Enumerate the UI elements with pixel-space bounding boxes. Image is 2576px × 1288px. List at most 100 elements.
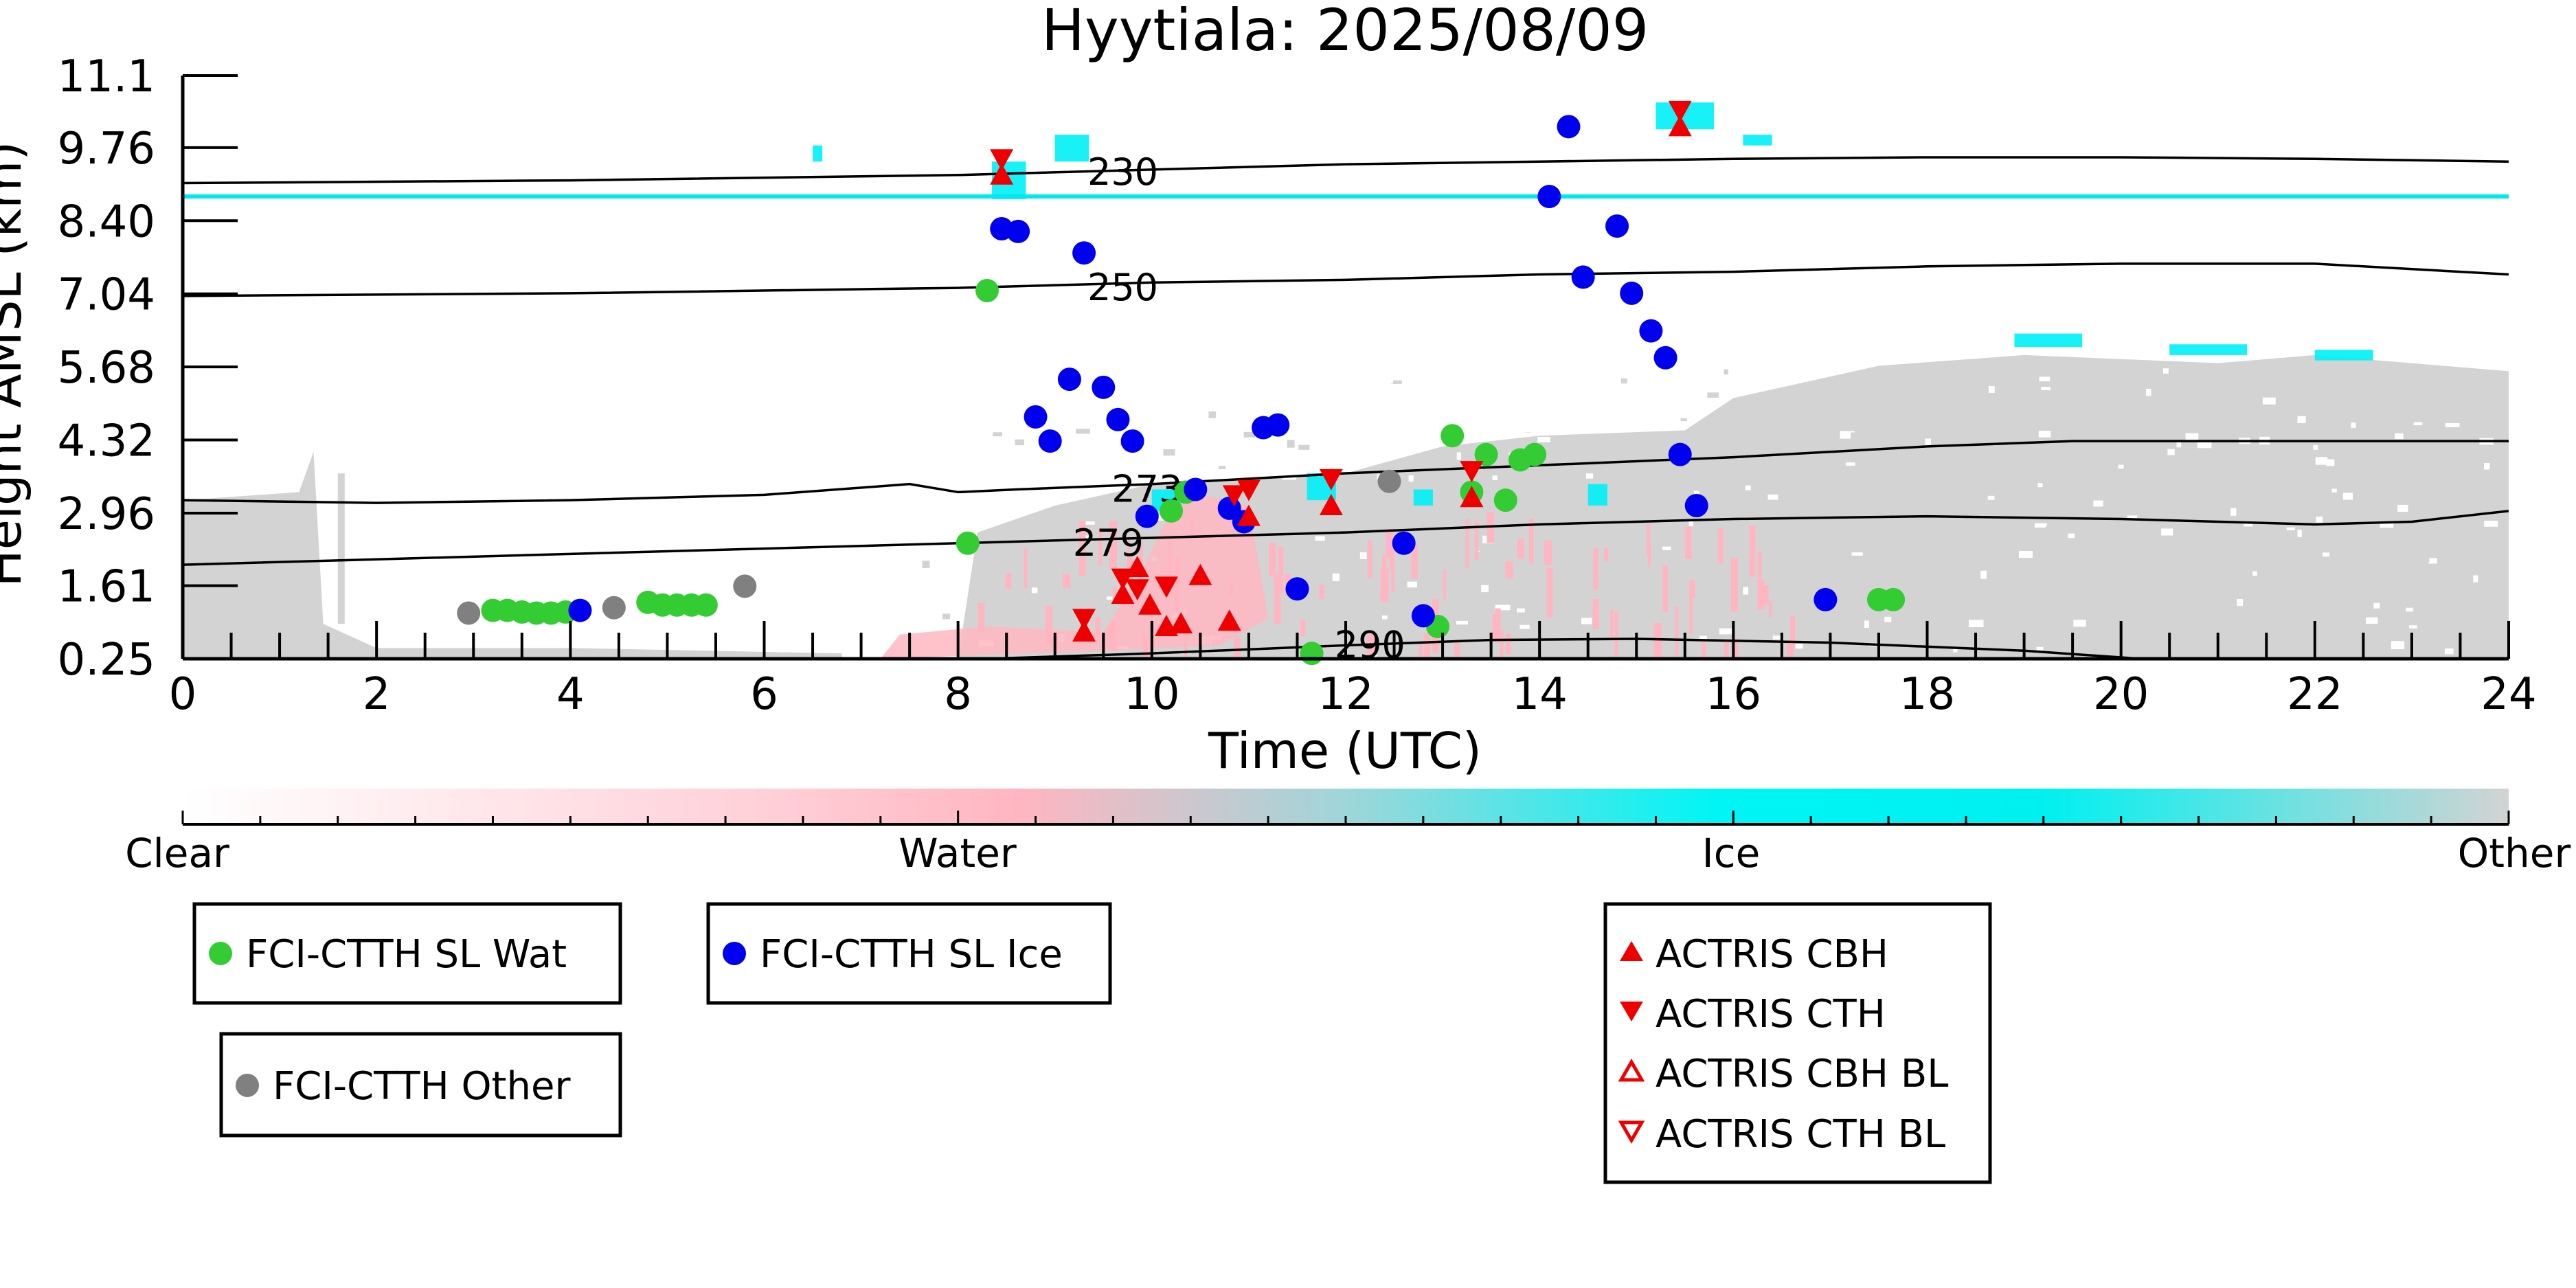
curtain-pink-streak [1366,634,1375,659]
curtain-speckle [1976,549,1987,556]
curtain-pink-streak [1593,547,1598,590]
point-fci-ctth-sl-ice [1411,604,1435,628]
curtain-speckle [1368,428,1380,431]
curtain-speckle [2326,459,2335,466]
curtain-speckle [1405,631,1411,637]
curtain-speckle [2046,526,2053,530]
point-actris-cbh [990,163,1014,185]
curtain-speckle [1767,494,1782,500]
curtain-speckle [2118,464,2124,469]
curtain-speckle [2307,528,2313,532]
curtain-speckle [2428,558,2437,564]
curtain-speckle [2323,552,2330,557]
curtain-cyan-ice [1588,484,1607,506]
curtain-speckle [2391,641,2405,650]
curtain-speckle [1694,490,1699,495]
curtain-speckle [1287,440,1295,448]
curtain-pink-streak [1790,615,1796,648]
curtain-pink-streak [1229,582,1234,596]
curtain-speckle [2272,506,2285,512]
curtain-speckle [2143,374,2155,381]
curtain-speckle [2277,420,2283,424]
curtain-speckle [1840,431,1855,439]
curtain-pink-streak [1367,540,1372,579]
curtain-pink-water [880,489,1269,659]
curtain-speckle [964,509,974,515]
colorbar-label-clear: Clear [125,830,229,877]
curtain-speckle [1444,385,1454,394]
curtain-cyan-ice [2314,350,2373,361]
x-tick-label: 12 [1318,669,1373,720]
curtain-pink-streak [1675,606,1679,657]
curtain-speckle [2058,537,2072,545]
point-actris-cth [1319,468,1343,490]
curtain-speckle [2351,422,2356,428]
curtain-speckle [2354,497,2368,502]
point-fci-ctth-sl-ice [1285,577,1309,601]
curtain-speckle [2163,368,2169,374]
point-fci-ctth-sl-ice [1814,587,1838,611]
curtain-speckle [2197,440,2212,449]
curtain-pink-streak [1268,543,1276,577]
curtain-speckle [1208,411,1217,418]
curtain-pink-streak [1419,642,1423,659]
curtain-speckle [2271,500,2281,505]
curtain-speckle [1287,495,1295,499]
curtain-pink-streak [1614,611,1618,657]
curtain-speckle [1988,385,1995,393]
point-actris-cbh [1138,593,1162,615]
curtain-pink-streak [1062,574,1071,588]
curtain-speckle [1043,479,1057,487]
y-tick-label: 1.61 [58,562,156,613]
curtain-speckle [1987,495,1995,500]
curtain-cyan-ice [813,145,823,162]
curtain-speckle [1581,562,1593,568]
curtain-speckle [1267,617,1275,625]
curtain-speckle [1864,510,1871,515]
curtain-speckle [1359,552,1367,560]
curtain-pink-streak [1730,557,1739,612]
curtain-pink-streak [1005,573,1012,589]
curtain-speckle [1408,475,1414,482]
curtain-speckle [2064,572,2080,578]
curtain-speckle [1724,369,1728,375]
curtain-speckle [1570,561,1585,567]
curtain-speckle [1149,373,1155,381]
curtain-speckle [1235,500,1243,504]
curtain-speckle [2484,521,2498,527]
y-tick-label: 5.68 [58,343,156,394]
curtain-speckle [1092,515,1100,518]
curtain-speckle [1015,439,1024,446]
curtain-speckle [1778,493,1793,500]
colorbar-label-ice: Ice [1702,830,1761,877]
phase-colorbar: Clear Water Ice Other [125,789,2571,877]
curtain-speckle [1586,473,1594,479]
curtain-pink-streak [1474,521,1479,561]
point-fci-ctth-sl-ice [1557,115,1581,139]
curtain-speckle [1106,596,1114,600]
curtain-speckle [2010,617,2023,623]
curtain-speckle [1031,587,1038,594]
curtain-speckle [2127,515,2138,519]
y-ticks: 0.25 1.61 2.96 4.32 5.68 7.04 8.40 9.76 11.1 [58,52,238,686]
curtain-pink-streak [1769,601,1772,618]
contour-label: 230 [1087,150,1158,194]
curtain-speckle [2300,602,2305,611]
point-fci-ctth-sl-ice [1537,185,1561,209]
curtain-pink-streak [1184,632,1188,659]
curtain-speckle [2445,423,2460,427]
point-fci-ctth-sl-ice [1266,413,1290,437]
curtain-speckle [1163,449,1175,456]
legend-marker-cth-bl [1618,1120,1645,1144]
curtain-pink-streak [1500,631,1504,659]
point-fci-ctth-sl-ice [1184,477,1208,501]
point-fci-ctth-other [733,574,757,598]
curtain-speckle [2449,386,2463,394]
point-fci-ctth-sl-wat [956,531,980,555]
point-actris-cth [1154,576,1178,598]
curtain-speckle [2465,473,2472,477]
curtain-speckle [1980,570,1987,579]
legend-label-cbh: ACTRIS CBH [1656,932,1888,977]
point-fci-ctth-other [602,596,626,620]
